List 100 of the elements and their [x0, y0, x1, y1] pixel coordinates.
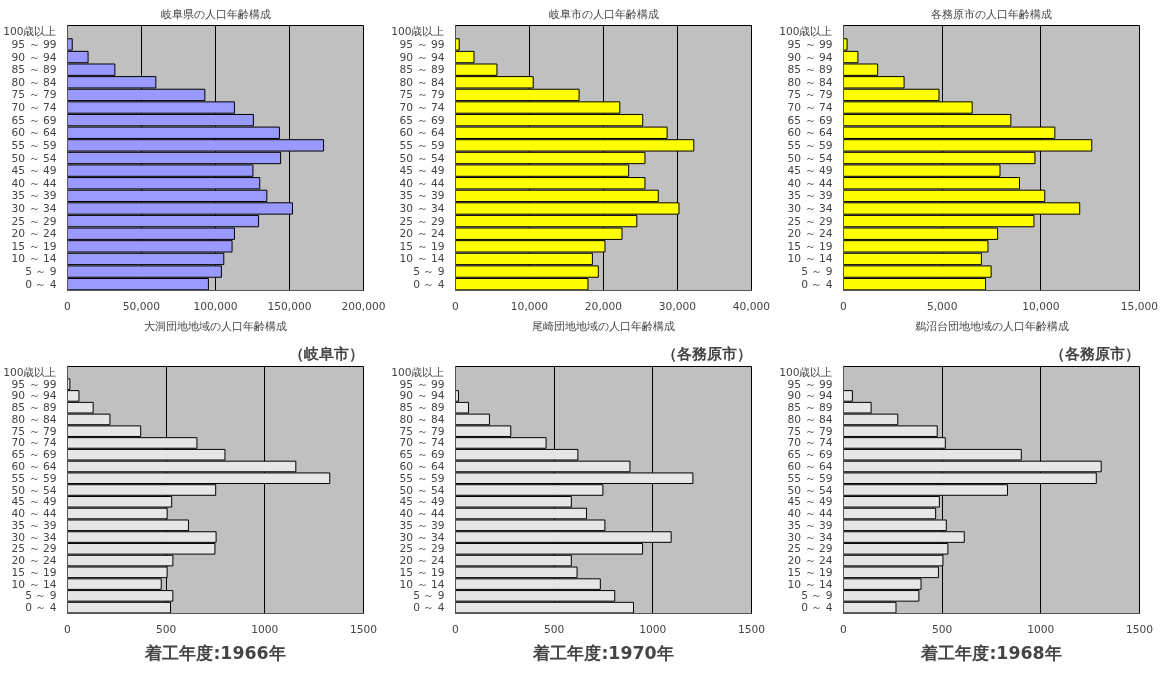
y-tick-label: 30 ～ 34 — [11, 201, 57, 215]
y-tick-label: 70 ～ 74 — [787, 436, 833, 450]
chart-title: 岐阜市の人口年齢構成 — [548, 7, 659, 21]
y-tick-label: 95 ～ 99 — [11, 37, 57, 51]
x-tick-label: 10,000 — [510, 299, 549, 313]
y-tick-label: 10 ～ 14 — [11, 577, 57, 591]
y-tick-label: 80 ～ 84 — [787, 75, 833, 89]
y-tick-label: 65 ～ 69 — [787, 448, 833, 462]
y-tick-label: 10 ～ 14 — [399, 252, 445, 266]
y-tick-label: 5 ～ 9 — [801, 589, 833, 603]
text: （各務原市） — [661, 344, 752, 362]
x-tick-label: 100,000 — [193, 299, 238, 313]
y-tick-label: 95 ～ 99 — [787, 37, 833, 51]
x-tick-label: 0 — [452, 622, 460, 636]
y-tick-label: 5 ～ 9 — [413, 265, 445, 279]
y-tick-label: 10 ～ 14 — [11, 252, 57, 266]
y-tick-label: 40 ～ 44 — [11, 176, 57, 190]
chart-title: 各務原市の人口年齢構成 — [931, 7, 1052, 21]
y-tick-label: 50 ～ 54 — [11, 483, 57, 497]
y-tick-label: 45 ～ 49 — [399, 495, 445, 509]
y-tick-label: 45 ～ 49 — [787, 495, 833, 509]
x-tick-label: 30,000 — [658, 299, 697, 313]
y-tick-label: 100歳以上 — [779, 25, 833, 39]
y-tick-label: 10 ～ 14 — [787, 252, 833, 266]
y-tick-label: 85 ～ 89 — [11, 401, 57, 415]
y-tick-label: 20 ～ 24 — [11, 554, 57, 568]
y-tick-label: 0 ～ 4 — [25, 277, 57, 291]
y-tick-label: 40 ～ 44 — [787, 176, 833, 190]
y-tick-label: 70 ～ 74 — [787, 101, 833, 115]
y-tick-label: 65 ～ 69 — [11, 448, 57, 462]
text: （各務原市） — [1049, 344, 1140, 362]
text: （岐阜市） — [288, 344, 364, 362]
y-tick-label: 60 ～ 64 — [11, 126, 57, 140]
y-tick-label: 15 ～ 19 — [11, 565, 57, 579]
y-tick-label: 90 ～ 94 — [399, 50, 445, 64]
y-tick-label: 0 ～ 4 — [801, 601, 833, 615]
x-tick-label: 1000 — [251, 622, 279, 636]
y-tick-label: 50 ～ 54 — [787, 483, 833, 497]
chart-title: 鵜沼台団地地域の人口年齢構成 — [914, 319, 1069, 333]
y-tick-label: 40 ～ 44 — [787, 507, 833, 521]
x-tick-label: 0 — [840, 299, 848, 313]
y-tick-label: 10 ～ 14 — [787, 577, 833, 591]
x-tick-label: 5,000 — [926, 299, 958, 313]
y-tick-label: 55 ～ 59 — [399, 138, 445, 152]
y-tick-label: 45 ～ 49 — [11, 164, 57, 178]
y-tick-label: 100歳以上 — [3, 25, 57, 39]
text: 着工年度:1970年 — [532, 642, 674, 663]
y-tick-label: 90 ～ 94 — [11, 50, 57, 64]
y-tick-label: 20 ～ 24 — [787, 554, 833, 568]
y-tick-label: 30 ～ 34 — [787, 530, 833, 544]
x-tick-label: 10,000 — [1022, 299, 1060, 313]
y-tick-label: 25 ～ 29 — [787, 214, 833, 228]
y-tick-label: 65 ～ 69 — [787, 113, 833, 127]
y-tick-label: 75 ～ 79 — [787, 424, 833, 438]
y-tick-label: 100歳以上 — [779, 365, 833, 379]
y-tick-label: 50 ～ 54 — [399, 483, 445, 497]
y-tick-label: 80 ～ 84 — [787, 412, 833, 426]
y-tick-label: 90 ～ 94 — [787, 50, 833, 64]
y-tick-label: 55 ～ 59 — [11, 138, 57, 152]
y-tick-label: 15 ～ 19 — [399, 565, 445, 579]
y-tick-label: 65 ～ 69 — [399, 113, 445, 127]
y-tick-label: 0 ～ 4 — [413, 277, 445, 291]
x-tick-label: 1500 — [737, 622, 766, 636]
y-tick-label: 100歳以上 — [3, 365, 57, 379]
y-tick-label: 5 ～ 9 — [801, 265, 833, 279]
chart-title: 岐阜県の人口年齢構成 — [160, 7, 271, 21]
y-tick-label: 60 ～ 64 — [11, 459, 57, 473]
y-tick-label: 0 ～ 4 — [413, 601, 445, 615]
y-tick-label: 85 ～ 89 — [787, 63, 833, 77]
y-tick-label: 40 ～ 44 — [11, 507, 57, 521]
y-tick-label: 15 ～ 19 — [11, 239, 57, 253]
y-tick-label: 0 ～ 4 — [25, 601, 57, 615]
y-tick-label: 25 ～ 29 — [787, 542, 833, 556]
y-tick-label: 5 ～ 9 — [25, 265, 57, 279]
y-tick-label: 50 ～ 54 — [399, 151, 445, 165]
y-tick-label: 35 ～ 39 — [787, 189, 833, 203]
x-tick-label: 500 — [156, 622, 177, 636]
y-tick-label: 50 ～ 54 — [787, 151, 833, 165]
x-tick-label: 1500 — [349, 622, 378, 636]
y-tick-label: 60 ～ 64 — [399, 126, 445, 140]
y-tick-label: 5 ～ 9 — [25, 589, 57, 603]
y-tick-label: 95 ～ 99 — [399, 377, 445, 391]
y-tick-label: 85 ～ 89 — [787, 401, 833, 415]
y-tick-label: 55 ～ 59 — [787, 138, 833, 152]
y-tick-label: 75 ～ 79 — [11, 424, 57, 438]
y-tick-label: 90 ～ 94 — [399, 389, 445, 403]
x-tick-label: 20,000 — [584, 299, 623, 313]
x-tick-label: 500 — [544, 622, 565, 636]
y-tick-label: 85 ～ 89 — [399, 401, 445, 415]
y-tick-label: 0 ～ 4 — [801, 277, 833, 291]
y-tick-label: 80 ～ 84 — [399, 412, 445, 426]
y-tick-label: 20 ～ 24 — [11, 227, 57, 241]
x-tick-label: 1000 — [1027, 622, 1055, 636]
y-tick-label: 10 ～ 14 — [399, 577, 445, 591]
y-tick-label: 25 ～ 29 — [11, 542, 57, 556]
x-tick-label: 0 — [64, 622, 72, 636]
y-tick-label: 30 ～ 34 — [787, 201, 833, 215]
y-tick-label: 20 ～ 24 — [399, 554, 445, 568]
y-tick-label: 60 ～ 64 — [787, 459, 833, 473]
y-tick-label: 30 ～ 34 — [399, 201, 445, 215]
